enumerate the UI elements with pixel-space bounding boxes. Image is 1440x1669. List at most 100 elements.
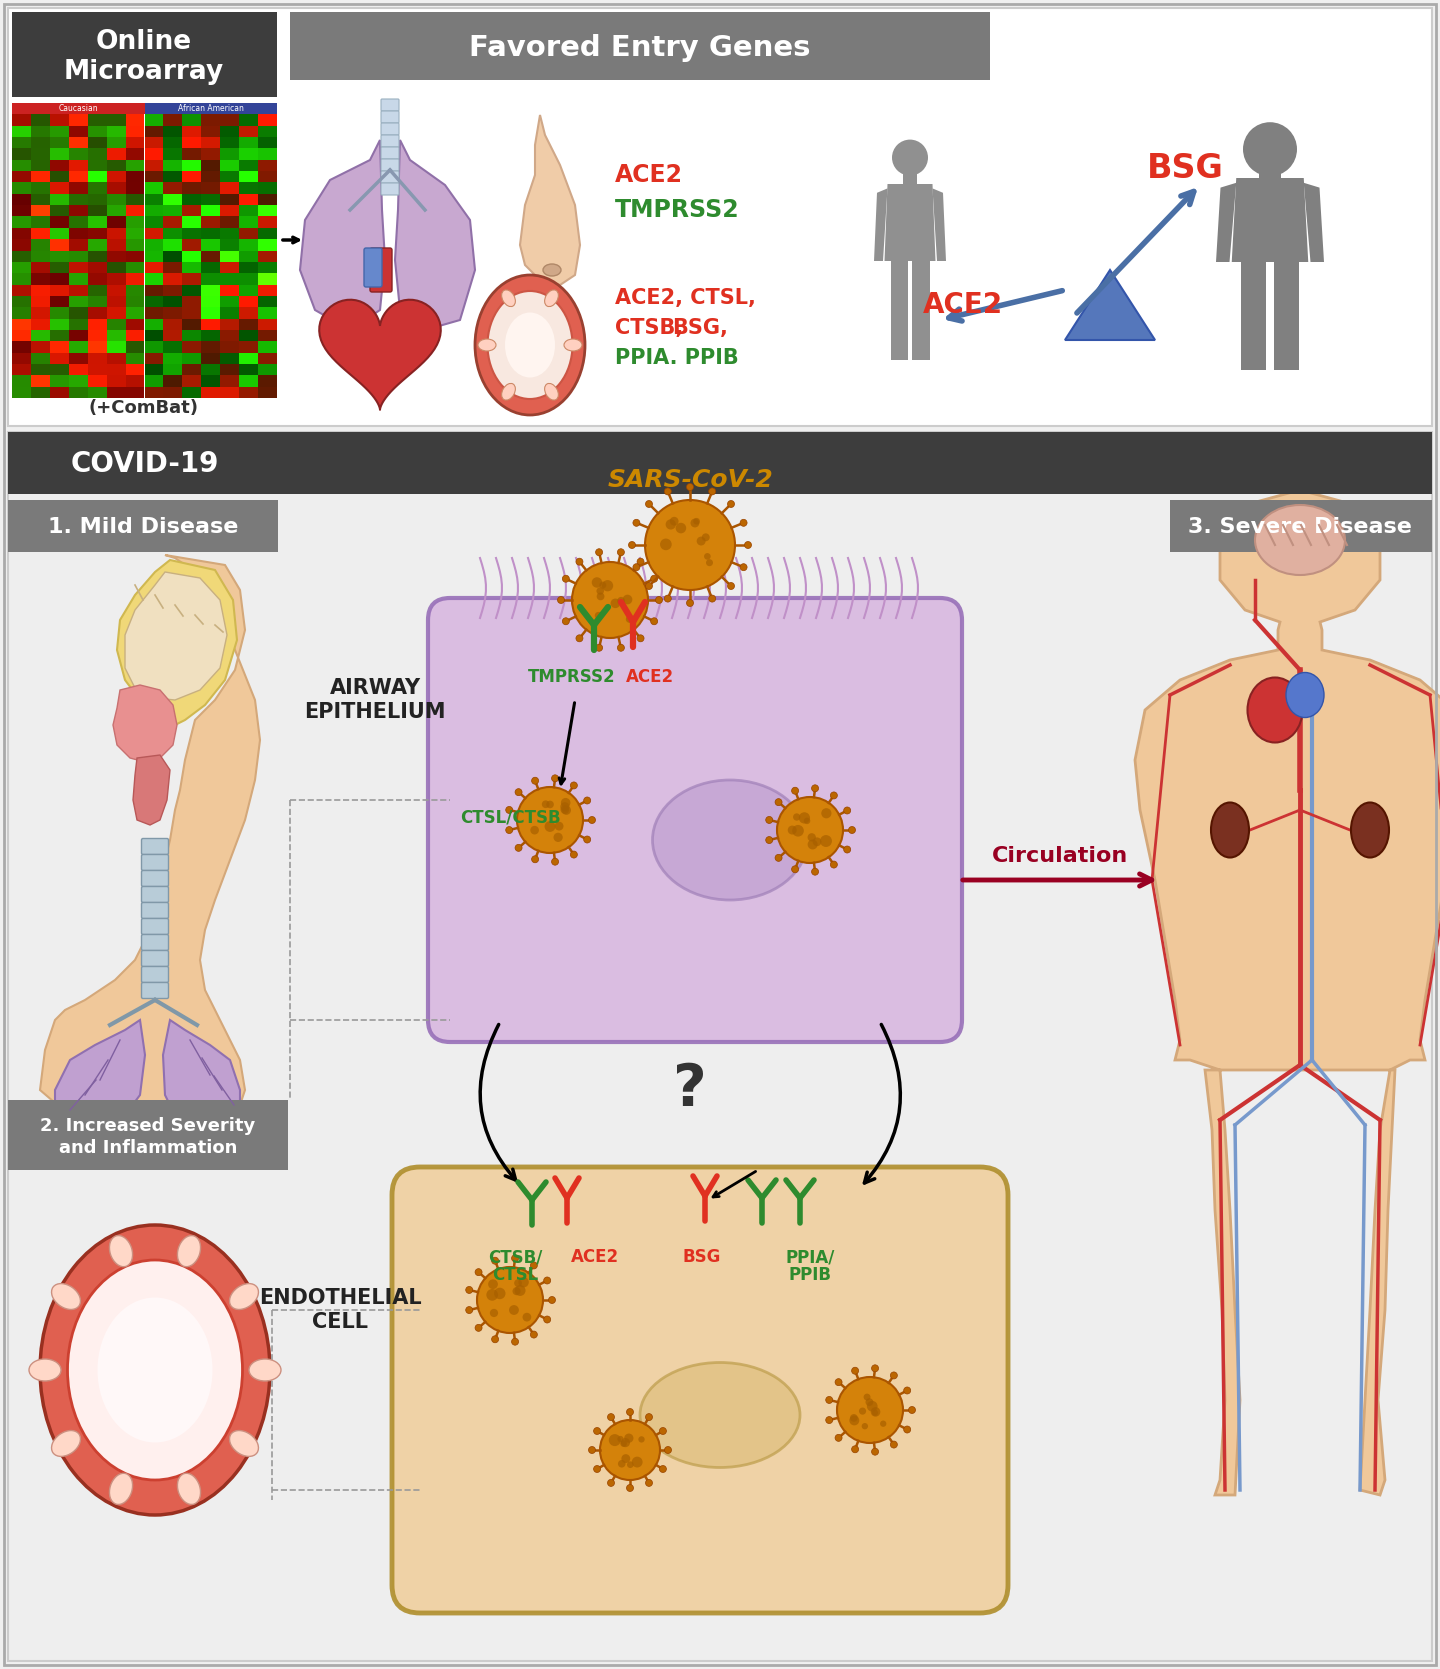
Bar [88,274,107,284]
Circle shape [531,856,539,863]
Bar [202,376,220,387]
Bar [107,274,125,284]
Circle shape [850,1414,858,1422]
Bar [50,227,69,239]
Bar [239,217,258,227]
Bar [239,137,258,149]
Bar [125,262,144,274]
Ellipse shape [1286,673,1323,718]
Bar [220,182,239,194]
Circle shape [576,557,583,566]
Circle shape [904,1425,910,1434]
Bar [1259,164,1280,179]
Polygon shape [320,300,441,409]
Bar [50,319,69,330]
Circle shape [475,1268,482,1275]
Bar [144,160,163,172]
Circle shape [891,140,927,175]
Ellipse shape [543,264,562,275]
Circle shape [596,644,602,651]
Circle shape [788,826,796,834]
Bar [125,194,144,205]
Circle shape [530,826,539,834]
Polygon shape [1241,260,1266,371]
Bar [258,352,276,364]
Bar [163,115,183,125]
Circle shape [544,821,556,831]
Bar [220,172,239,182]
Bar [239,182,258,194]
Circle shape [562,806,572,814]
Bar [144,137,163,149]
Bar [202,115,220,125]
Bar [183,319,202,330]
Bar [69,182,88,194]
Circle shape [611,599,621,608]
Bar [88,284,107,295]
Bar [50,284,69,295]
Bar [144,250,163,262]
Bar [144,295,163,307]
Bar [183,387,202,397]
Bar [30,217,50,227]
Circle shape [831,791,837,799]
Bar [202,387,220,397]
Text: PPIA. PPIB: PPIA. PPIB [615,349,739,367]
Circle shape [670,517,678,526]
Ellipse shape [501,384,516,401]
Bar [239,340,258,352]
Circle shape [812,784,818,791]
Polygon shape [112,684,177,763]
Bar [144,172,163,182]
Bar [30,227,50,239]
Circle shape [491,1257,498,1263]
Bar [202,182,220,194]
Circle shape [880,1420,887,1427]
Bar [289,12,991,80]
Circle shape [825,1417,832,1424]
Ellipse shape [1247,678,1303,743]
Ellipse shape [1256,506,1345,576]
Bar [239,160,258,172]
Circle shape [465,1307,472,1314]
Bar [50,262,69,274]
Circle shape [634,564,639,571]
Text: (+ComBat): (+ComBat) [89,399,199,417]
Bar [12,172,30,182]
Bar [69,274,88,284]
Bar [69,340,88,352]
Bar [202,352,220,364]
Circle shape [549,1297,556,1303]
Circle shape [628,541,635,549]
Bar [107,307,125,319]
Bar [125,182,144,194]
Bar [144,227,163,239]
Bar [183,137,202,149]
Bar [258,149,276,160]
Text: ACE2, CTSL,: ACE2, CTSL, [615,289,756,309]
Bar [69,115,88,125]
Bar [107,387,125,397]
Circle shape [660,1427,667,1434]
Bar [12,340,30,352]
Bar [69,387,88,397]
Circle shape [622,1454,631,1464]
Text: Favored Entry Genes: Favored Entry Genes [469,33,811,62]
Bar [88,319,107,330]
Bar [144,352,163,364]
Circle shape [775,855,782,861]
Bar [88,364,107,376]
Bar [50,295,69,307]
Bar [202,262,220,274]
Bar [50,137,69,149]
Circle shape [792,824,804,836]
Bar [88,194,107,205]
Bar [50,194,69,205]
Circle shape [867,1400,877,1412]
FancyBboxPatch shape [382,112,399,124]
Bar [183,172,202,182]
Bar [69,172,88,182]
Circle shape [645,501,652,507]
Bar [144,149,163,160]
Circle shape [544,1277,550,1283]
